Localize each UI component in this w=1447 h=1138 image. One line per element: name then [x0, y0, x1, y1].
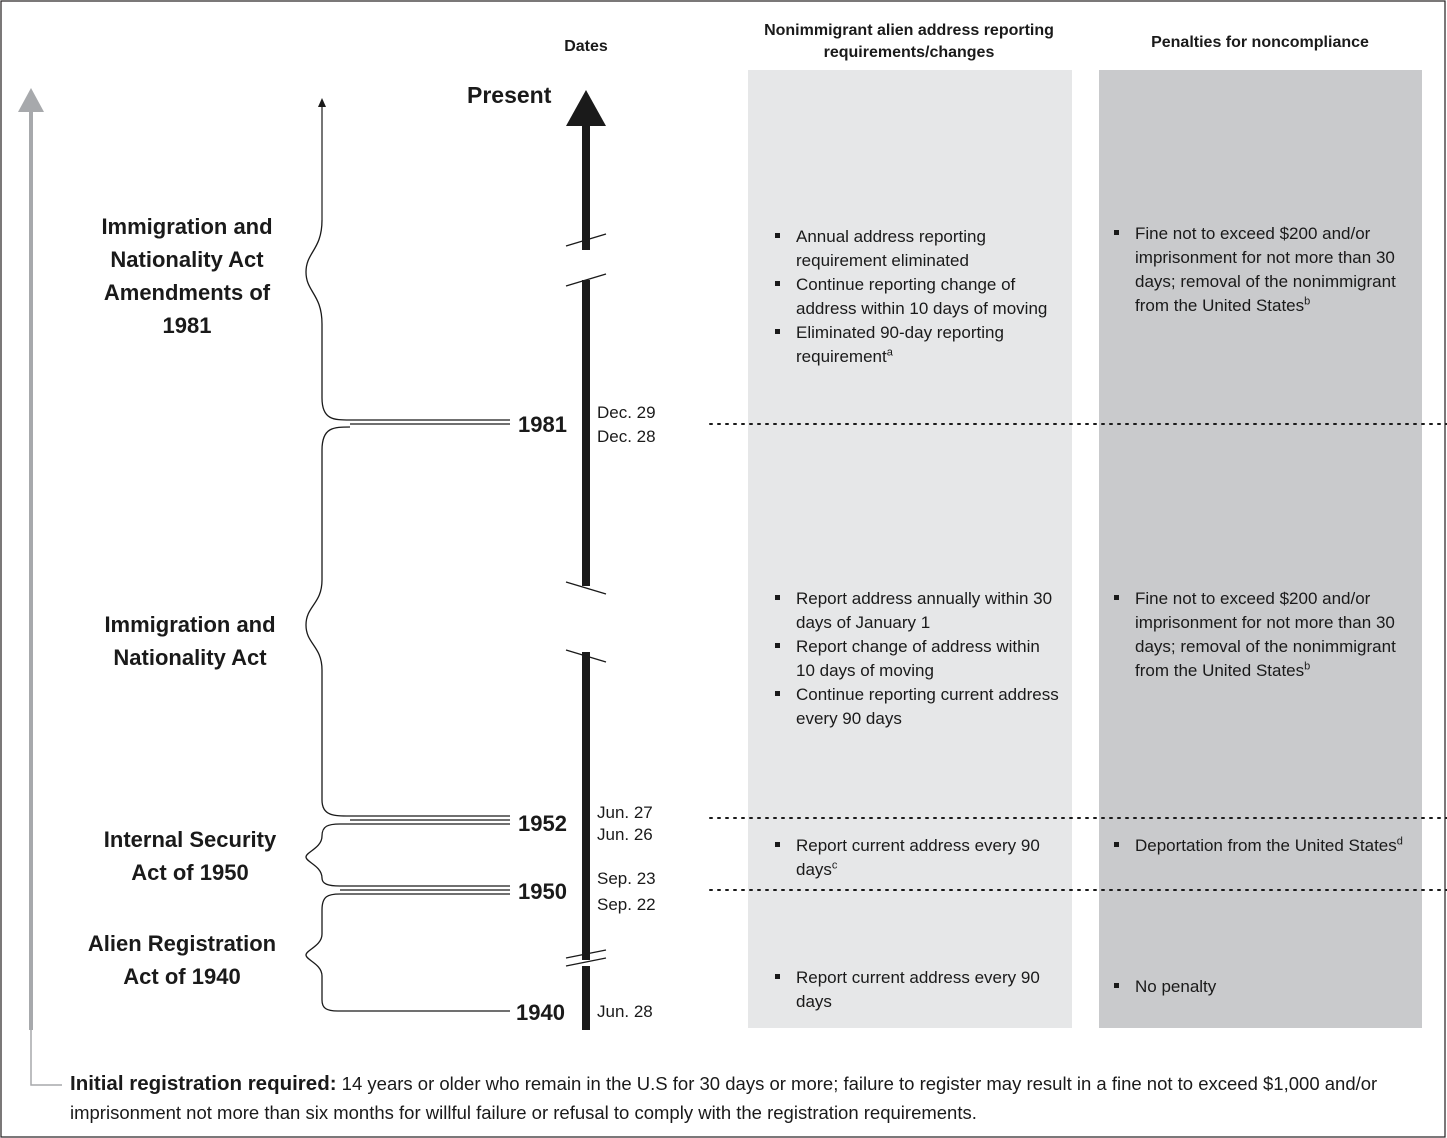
date-1981-after: Dec. 29: [597, 402, 656, 423]
penalties-panel-bg: [1099, 70, 1422, 1028]
bullet-list: No penalty: [1113, 975, 1403, 999]
penalties-1940: No penalty: [1113, 975, 1403, 999]
bullet-item: Annual address reporting requirement eli…: [774, 225, 1062, 273]
penalties-1981: Fine not to exceed $200 and/or imprisonm…: [1113, 222, 1403, 318]
bullet-item: Fine not to exceed $200 and/or imprisonm…: [1113, 222, 1403, 318]
bullet-text: Fine not to exceed $200 and/or imprisonm…: [1135, 589, 1396, 680]
act-label-1981-amendments: Immigration and Nationality Act Amendmen…: [82, 210, 292, 342]
bullet-text: No penalty: [1135, 977, 1216, 996]
brace-ina: [306, 427, 510, 816]
year-1950: 1950: [518, 879, 567, 905]
bullet-text: Fine not to exceed $200 and/or imprisonm…: [1135, 224, 1396, 315]
bullet-item: Report current address every 90 daysc: [774, 834, 1062, 882]
date-1950-after: Sep. 23: [597, 868, 656, 889]
bullet-item: No penalty: [1113, 975, 1403, 999]
present-arrow-head: [566, 90, 606, 126]
initial-registration-label: Initial registration required:: [70, 1072, 337, 1095]
footnote-connector: [31, 1030, 62, 1085]
present-label: Present: [467, 82, 551, 109]
bullet-list: Annual address reporting requirement eli…: [774, 225, 1062, 369]
bullet-text: Report change of address within 10 days …: [796, 637, 1040, 680]
timeline-segment-1940: [582, 966, 590, 1030]
date-1950-before: Sep. 22: [597, 894, 656, 915]
bullet-text: Continue reporting change of address wit…: [796, 275, 1047, 318]
bullet-text: Report current address every 90 days: [796, 836, 1040, 879]
bullet-item: Report address annually within 30 days o…: [774, 587, 1062, 635]
footnote-marker: d: [1397, 835, 1403, 847]
bullet-item: Continue reporting change of address wit…: [774, 273, 1062, 321]
requirements-1981: Annual address reporting requirement eli…: [774, 225, 1062, 369]
year-1940: 1940: [516, 1000, 565, 1026]
bullet-text: Deportation from the United States: [1135, 836, 1397, 855]
timeline-segment-top: [582, 124, 590, 250]
footnote-marker: b: [1304, 660, 1310, 672]
brace-internal-security: [306, 824, 510, 886]
requirements-header: Nonimmigrant alien address reporting req…: [730, 20, 1088, 64]
bullet-text: Report current address every 90 days: [796, 968, 1040, 1011]
bullet-item: Fine not to exceed $200 and/or imprisonm…: [1113, 587, 1405, 683]
ongoing-arrow-head: [318, 98, 326, 107]
requirements-1952: Report address annually within 30 days o…: [774, 587, 1062, 731]
brace-alien-registration: [306, 894, 510, 1011]
date-1940: Jun. 28: [597, 1001, 653, 1022]
bullet-list: Fine not to exceed $200 and/or imprisonm…: [1113, 222, 1403, 318]
date-1952-after: Jun. 27: [597, 802, 653, 823]
act-label-internal-security: Internal Security Act of 1950: [86, 823, 294, 889]
footnote-marker: c: [832, 859, 838, 871]
bullet-text: Eliminated 90-day reporting requirement: [796, 323, 1004, 366]
date-1981-before: Dec. 28: [597, 426, 656, 447]
footnote-marker: b: [1304, 295, 1310, 307]
act-label-ina: Immigration and Nationality Act: [90, 608, 290, 674]
requirements-1950: Report current address every 90 daysc: [774, 834, 1062, 882]
penalties-1952: Fine not to exceed $200 and/or imprisonm…: [1113, 587, 1405, 683]
bullet-list: Report current address every 90 daysc: [774, 834, 1062, 882]
bullet-text: Report address annually within 30 days o…: [796, 589, 1052, 632]
brace-1981-amendments: [306, 220, 510, 420]
bullet-list: Deportation from the United Statesd: [1113, 834, 1403, 858]
footnote-marker: a: [887, 346, 893, 358]
bullet-item: Report change of address within 10 days …: [774, 635, 1062, 683]
year-1952: 1952: [518, 811, 567, 837]
act-label-alien-registration: Alien Registration Act of 1940: [74, 927, 290, 993]
bullet-text: Annual address reporting requirement eli…: [796, 227, 986, 270]
bullet-list: Report current address every 90 days: [774, 966, 1062, 1014]
requirements-panel-bg: [748, 70, 1072, 1028]
bullet-text: Continue reporting current address every…: [796, 685, 1059, 728]
bullet-item: Deportation from the United Statesd: [1113, 834, 1403, 858]
bullet-list: Fine not to exceed $200 and/or imprisonm…: [1113, 587, 1405, 683]
requirements-1940: Report current address every 90 days: [774, 966, 1062, 1014]
bullet-item: Continue reporting current address every…: [774, 683, 1062, 731]
timeline-segment-1950s: [582, 652, 590, 960]
overall-arrow-head: [18, 88, 44, 112]
initial-registration-note: Initial registration required: 14 years …: [70, 1069, 1390, 1127]
date-1952-before: Jun. 26: [597, 824, 653, 845]
bullet-item: Eliminated 90-day reporting requirementa: [774, 321, 1062, 369]
timeline-segment-1981: [582, 280, 590, 586]
penalties-1950: Deportation from the United Statesd: [1113, 834, 1403, 858]
year-1981: 1981: [518, 412, 567, 438]
bullet-list: Report address annually within 30 days o…: [774, 587, 1062, 731]
bullet-item: Report current address every 90 days: [774, 966, 1062, 1014]
dates-header: Dates: [540, 36, 632, 58]
penalties-header: Penalties for noncompliance: [1100, 32, 1420, 54]
